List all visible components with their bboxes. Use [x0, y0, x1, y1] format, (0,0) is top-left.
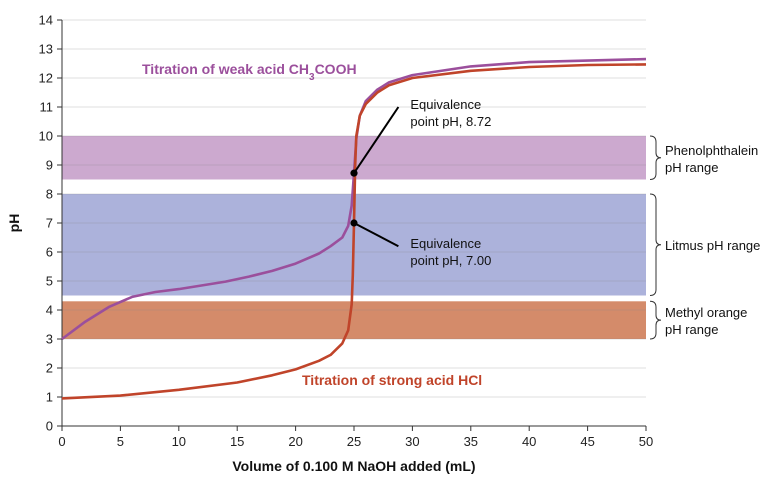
- y-tick-label: 14: [39, 13, 53, 28]
- y-tick-label: 11: [40, 100, 54, 115]
- indicator-band-3: [62, 301, 646, 339]
- band-label-2: Litmus pH range: [665, 238, 760, 253]
- equivalence-leader-1: [353, 106, 400, 174]
- band-braces: [649, 135, 662, 340]
- annotation-line1: Equivalence: [410, 97, 481, 112]
- y-tick-label: 3: [46, 332, 53, 347]
- x-tick-label: 0: [58, 434, 65, 449]
- band-label-1-line2: pH range: [665, 160, 718, 175]
- band-brace-2: [649, 193, 662, 296]
- y-tick-label: 8: [46, 187, 53, 202]
- x-tick-label: 30: [405, 434, 419, 449]
- y-tick-label: 6: [46, 245, 53, 260]
- x-tick-label: 20: [288, 434, 302, 449]
- y-tick-label: 4: [46, 303, 53, 318]
- equivalence-leader-2: [353, 222, 399, 248]
- x-tick-label: 25: [347, 434, 361, 449]
- y-tick-label: 1: [46, 390, 53, 405]
- y-tick-label: 10: [39, 129, 53, 144]
- x-tick-label: 40: [522, 434, 536, 449]
- x-tick-label: 50: [639, 434, 653, 449]
- y-tick-label: 2: [46, 361, 53, 376]
- x-tick-label: 10: [172, 434, 186, 449]
- y-tick-label: 13: [39, 42, 53, 57]
- x-axis-title: Volume of 0.100 M NaOH added (mL): [232, 458, 475, 474]
- labels: Titration of weak acid CH3COOH Titration …: [142, 61, 760, 388]
- y-tick-label: 0: [46, 419, 53, 434]
- annotations: Equivalence point pH, 8.72 Equivalence poin…: [350, 97, 491, 268]
- x-tick-label: 15: [230, 434, 244, 449]
- equivalence-point-1: [350, 169, 358, 177]
- annotation-line2: point pH, 8.72: [410, 114, 491, 129]
- equivalence-point-2: [350, 219, 358, 227]
- series-line-2: [61, 63, 647, 400]
- y-tick-label: 7: [46, 216, 53, 231]
- band-label-1: Phenolphthalein: [665, 143, 758, 158]
- y-axis-title: pH: [6, 214, 22, 233]
- x-tick-label: 45: [580, 434, 594, 449]
- series-label-1: Titration of weak acid CH3COOH: [142, 61, 357, 83]
- band-brace-1: [649, 135, 662, 180]
- x-tick-label: 35: [464, 434, 478, 449]
- y-tick-label: 12: [39, 71, 53, 86]
- band-label-3-line2: pH range: [665, 322, 718, 337]
- series-line-1: [61, 57, 647, 341]
- x-tick-label: 5: [117, 434, 124, 449]
- annotation-line1: Equivalence: [410, 236, 481, 251]
- series-lines: [61, 57, 647, 400]
- y-tick-label: 9: [46, 158, 53, 173]
- series-label-2: Titration of strong acid HCl: [302, 372, 482, 388]
- band-brace-3: [649, 300, 662, 340]
- annotation-line2: point pH, 7.00: [410, 253, 491, 268]
- y-tick-label: 5: [46, 274, 53, 289]
- band-label-3: Methyl orange: [665, 305, 747, 320]
